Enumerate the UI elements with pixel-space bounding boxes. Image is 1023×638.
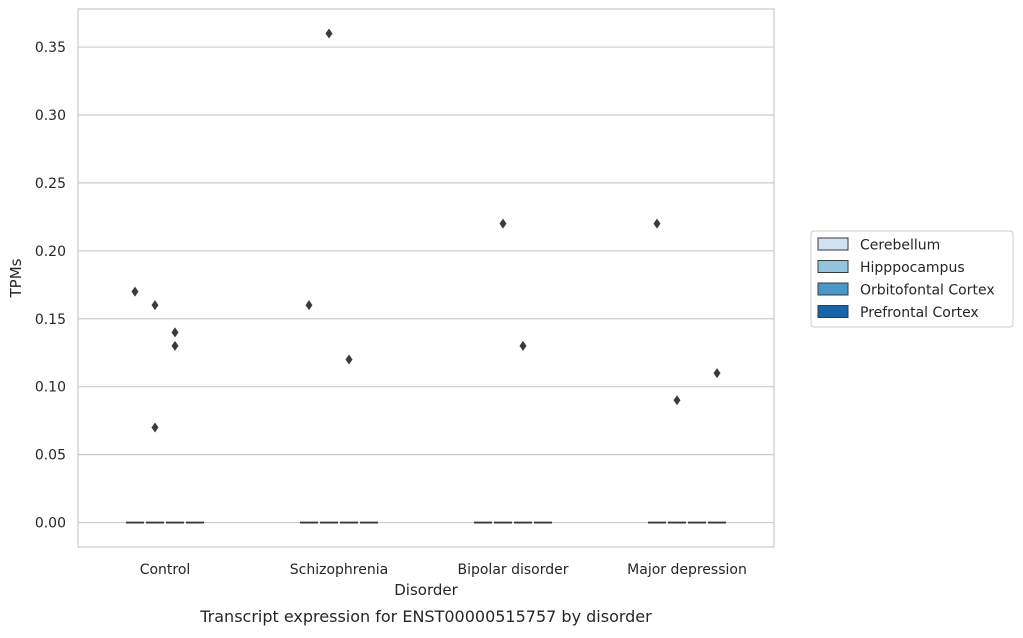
y-tick-labels: 0.00 0.05 0.10 0.15 0.20 0.25 0.30 0.35: [35, 40, 66, 532]
outlier-point: [673, 395, 681, 406]
legend-label: Orbitofontal Cortex: [860, 283, 995, 299]
x-tick-label: Schizophrenia: [290, 562, 388, 578]
outlier-point: [131, 286, 139, 297]
outlier-point: [653, 218, 661, 229]
legend-swatch: [817, 305, 849, 318]
y-tick-label: 0.20: [35, 244, 66, 260]
y-tick-label: 0.35: [35, 40, 66, 56]
y-tick-label: 0.30: [35, 108, 66, 124]
y-axis-label: TPMs: [7, 258, 25, 298]
outlier-point: [325, 28, 333, 39]
x-tick-label: Bipolar disorder: [457, 562, 568, 578]
outlier-point: [151, 300, 159, 311]
chart-caption: Transcript expression for ENST0000051575…: [199, 607, 652, 626]
y-tick-label: 0.05: [35, 448, 66, 464]
outlier-point: [151, 422, 159, 433]
outlier-point: [171, 327, 179, 338]
marks-layer: [125, 28, 727, 524]
x-axis-label: Disorder: [394, 581, 458, 599]
y-tick-label: 0.10: [35, 380, 66, 396]
outlier-point: [499, 218, 507, 229]
legend-swatch: [817, 282, 849, 296]
outlier-point: [519, 340, 527, 351]
legend-label: Hipppocampus: [860, 260, 965, 276]
legend: Cerebellum Hipppocampus Orbitofontal Corte…: [810, 230, 1014, 328]
outlier-point: [713, 368, 721, 379]
outlier-point: [171, 340, 179, 351]
legend-swatch: [817, 260, 849, 273]
y-tick-label: 0.15: [35, 312, 66, 328]
legend-label: Cerebellum: [860, 238, 940, 254]
x-tick-labels: Control Schizophrenia Bipolar disorder Majo…: [140, 562, 747, 578]
y-tick-label: 0.25: [35, 176, 66, 192]
legend-label: Prefrontal Cortex: [860, 305, 979, 321]
legend-frame: [810, 230, 1014, 328]
x-tick-label: Major depression: [627, 562, 747, 578]
plot-area-frame: [77, 8, 775, 548]
outlier-point: [305, 300, 313, 311]
y-tick-label: 0.00: [35, 516, 66, 532]
legend-swatch: [817, 237, 849, 251]
outlier-point: [345, 354, 353, 365]
x-tick-label: Control: [140, 562, 191, 578]
